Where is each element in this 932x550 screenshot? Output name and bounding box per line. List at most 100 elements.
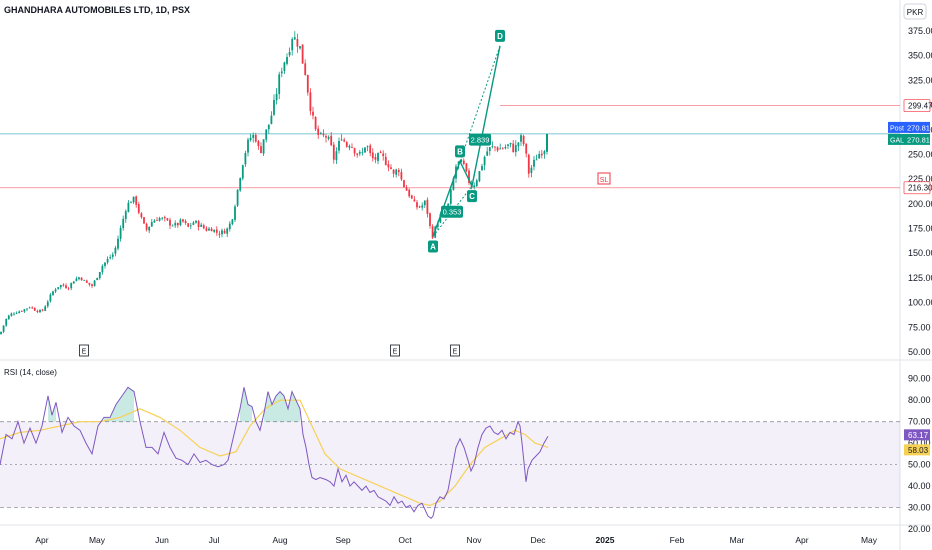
earnings-marker-label: E bbox=[453, 349, 458, 356]
candle-body bbox=[67, 288, 70, 290]
candle-body bbox=[145, 223, 148, 230]
candle-body bbox=[517, 142, 520, 147]
candle-body bbox=[96, 277, 99, 281]
candle-body bbox=[41, 309, 44, 311]
candle-body bbox=[192, 222, 195, 225]
candle-body bbox=[319, 132, 322, 134]
candle-body bbox=[7, 315, 10, 320]
candle-body bbox=[520, 135, 522, 142]
candle-body bbox=[382, 153, 385, 157]
candles bbox=[0, 31, 548, 335]
candle-body bbox=[182, 219, 184, 222]
candle-body bbox=[132, 196, 135, 203]
price-axis[interactable]: 375.00350.00325.00300.00275.00250.00225.… bbox=[888, 26, 932, 357]
time-tick: Nov bbox=[466, 535, 482, 545]
earnings-marker[interactable] bbox=[390, 344, 400, 357]
pattern-ratio-line bbox=[432, 185, 473, 237]
rsi-overbought-area bbox=[264, 391, 300, 422]
candle-body bbox=[257, 141, 260, 147]
price-tick: 225.00 bbox=[908, 174, 932, 184]
pattern-ratio-tag bbox=[469, 133, 491, 146]
price-label-value: 270.81 bbox=[907, 135, 930, 144]
candle-body bbox=[509, 142, 512, 145]
pattern-ratio-tag bbox=[441, 205, 463, 218]
candle-body bbox=[78, 277, 80, 280]
level-tag-text: 216.30 bbox=[908, 184, 932, 193]
candle-body bbox=[241, 165, 244, 179]
candle-body bbox=[36, 310, 39, 312]
earnings-marker[interactable] bbox=[79, 344, 89, 357]
price-tick: 175.00 bbox=[908, 224, 932, 234]
candle-body bbox=[377, 152, 379, 161]
candle-body bbox=[267, 124, 270, 130]
candle-body bbox=[421, 205, 424, 208]
candle-body bbox=[504, 147, 507, 149]
candle-body bbox=[215, 229, 218, 233]
currency-button[interactable]: PKR bbox=[903, 3, 927, 20]
rsi-value-text: 58.03 bbox=[908, 446, 929, 455]
candle-body bbox=[93, 280, 96, 286]
rsi-overbought-area bbox=[240, 387, 252, 422]
candle-body bbox=[195, 220, 197, 223]
candle-body bbox=[239, 178, 242, 191]
pattern-point-b[interactable] bbox=[455, 145, 465, 158]
candle-body bbox=[85, 280, 88, 283]
candle-body bbox=[356, 153, 359, 155]
candle-body bbox=[143, 217, 145, 224]
candle-body bbox=[423, 200, 426, 206]
candle-body bbox=[403, 180, 405, 187]
rsi-axis[interactable]: 90.00 80.00 70.00 60.00 50.00 40.00 30.00 20.00… bbox=[904, 374, 931, 534]
candle-body bbox=[249, 137, 252, 141]
rsi-tick: 90.00 bbox=[908, 374, 931, 384]
pattern-point-label: D bbox=[497, 32, 503, 41]
candle-body bbox=[431, 226, 434, 238]
candle-body bbox=[202, 225, 205, 229]
candle-body bbox=[0, 331, 2, 335]
time-tick: Apr bbox=[35, 535, 48, 545]
candle-body bbox=[280, 71, 283, 74]
candle-body bbox=[39, 309, 41, 313]
rsi-tick: 40.00 bbox=[908, 481, 931, 491]
candle-body bbox=[452, 178, 455, 190]
candle-body bbox=[361, 152, 364, 154]
pattern-legs[interactable] bbox=[432, 45, 501, 237]
candle-body bbox=[26, 308, 28, 310]
candle-body bbox=[252, 134, 255, 138]
candle-body bbox=[387, 164, 390, 168]
candle-body bbox=[395, 169, 398, 175]
rsi-overbought-area bbox=[104, 387, 134, 422]
candle-body bbox=[483, 156, 486, 166]
candle-body bbox=[335, 151, 338, 161]
candle-body bbox=[473, 185, 476, 188]
earnings-marker[interactable] bbox=[450, 344, 460, 357]
candle-body bbox=[286, 56, 288, 64]
candle-body bbox=[397, 170, 400, 173]
time-tick: Aug bbox=[272, 535, 287, 545]
time-axis[interactable]: Apr May Jun Jul Aug Sep Oct Nov Dec 2025 Feb Mar Apr… bbox=[35, 535, 877, 545]
candle-body bbox=[400, 172, 403, 180]
candle-body bbox=[439, 213, 442, 223]
pattern-point-a[interactable] bbox=[428, 240, 438, 253]
pattern-point-d[interactable] bbox=[495, 29, 505, 42]
candle-body bbox=[270, 115, 273, 124]
pattern-point-c[interactable] bbox=[467, 190, 477, 203]
candle-body bbox=[405, 187, 408, 191]
rsi-pane[interactable]: 90.00 80.00 70.00 60.00 50.00 40.00 30.00 20.00… bbox=[0, 368, 931, 534]
candle-body bbox=[317, 128, 320, 135]
candle-body bbox=[374, 157, 377, 160]
abcd-pattern[interactable]: A B C D 0.353 2.839 bbox=[428, 29, 505, 253]
price-tick: 75.00 bbox=[908, 322, 931, 332]
level-tag bbox=[903, 181, 931, 195]
sl-label[interactable]: SL bbox=[597, 172, 611, 185]
candle-body bbox=[340, 139, 343, 141]
price-tick: 375.00 bbox=[908, 26, 932, 36]
candle-body bbox=[462, 160, 465, 165]
level-tag bbox=[903, 99, 931, 113]
rsi-value-text: 63.17 bbox=[908, 431, 929, 440]
candle-body bbox=[228, 223, 231, 230]
candle-body bbox=[119, 227, 122, 239]
candle-body bbox=[130, 202, 132, 204]
